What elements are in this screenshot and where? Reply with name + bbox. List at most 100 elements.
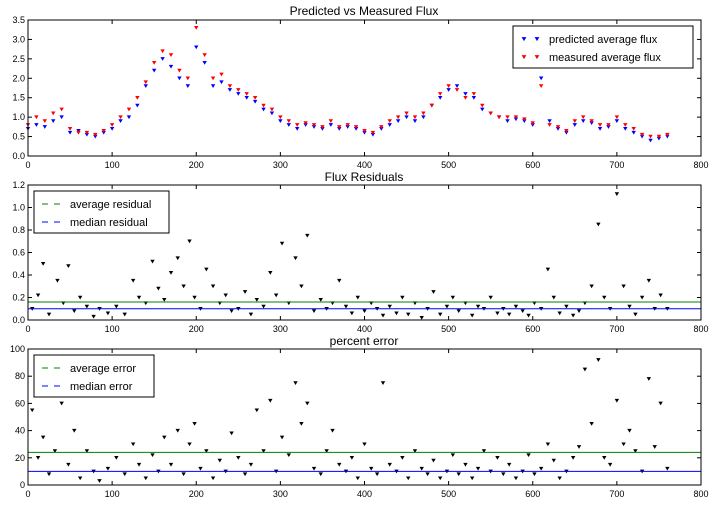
residuals-panel-title: Flux Residuals <box>325 170 404 184</box>
data-point <box>168 53 174 57</box>
data-point <box>187 442 192 447</box>
data-point <box>564 128 569 133</box>
data-point <box>46 472 52 477</box>
data-point <box>481 449 487 453</box>
data-point <box>337 278 342 283</box>
data-point <box>210 76 216 81</box>
data-point <box>522 119 527 124</box>
data-point <box>293 381 298 385</box>
data-point <box>623 127 628 131</box>
data-point <box>639 132 645 137</box>
data-point <box>305 233 310 238</box>
percent-error-panel: percent error 0 100 200 300 400 500 600 700 800 0… <box>10 334 709 499</box>
data-point <box>269 107 275 112</box>
legend-label: average residual <box>70 199 151 211</box>
data-point <box>210 284 216 289</box>
data-point <box>295 127 300 131</box>
data-point <box>223 293 228 298</box>
x-tick-label: 0 <box>25 489 30 499</box>
data-point <box>181 472 186 477</box>
y-tick-label: 60 <box>15 398 25 408</box>
data-point <box>105 311 111 316</box>
data-point <box>151 68 157 73</box>
data-point <box>480 103 485 108</box>
data-point <box>520 309 525 313</box>
data-point <box>374 472 380 477</box>
data-point <box>404 115 409 120</box>
y-tick-label: 20 <box>15 453 25 463</box>
data-point <box>55 278 60 283</box>
data-point <box>353 125 359 129</box>
data-point <box>652 445 657 449</box>
data-point <box>446 88 451 92</box>
data-point <box>185 76 191 81</box>
data-point <box>379 125 384 129</box>
data-point <box>77 476 83 481</box>
data-point <box>227 84 233 89</box>
data-point <box>454 88 460 92</box>
data-point <box>581 115 586 120</box>
data-point <box>150 453 155 458</box>
data-point <box>299 284 304 289</box>
x-tick-label: 400 <box>357 489 372 499</box>
x-tick-label: 500 <box>441 324 456 334</box>
data-point <box>268 270 273 275</box>
data-point <box>273 293 279 298</box>
legend-box <box>512 25 694 69</box>
data-point <box>101 128 106 133</box>
data-point <box>646 278 652 283</box>
data-point <box>506 312 512 317</box>
data-point <box>204 449 209 453</box>
data-point <box>114 456 119 460</box>
y-tick-label: 0.5 <box>12 132 25 142</box>
data-point <box>506 462 512 467</box>
data-point <box>576 445 582 449</box>
data-point <box>343 304 349 309</box>
data-point <box>105 466 111 471</box>
data-point <box>162 435 167 440</box>
data-point <box>395 115 401 120</box>
data-point <box>438 95 443 100</box>
data-point <box>387 462 392 467</box>
data-point <box>362 130 367 135</box>
x-tick-label: 200 <box>189 324 204 334</box>
y-tick-label: 40 <box>15 426 25 436</box>
data-point <box>279 241 285 246</box>
x-tick-label: 300 <box>273 160 288 170</box>
x-tick-label: 800 <box>693 324 708 334</box>
data-point <box>261 449 266 453</box>
data-point <box>35 456 41 460</box>
data-point <box>40 435 46 440</box>
data-point <box>380 381 386 385</box>
y-tick-label: 2.0 <box>12 73 25 83</box>
data-point <box>30 408 35 413</box>
data-point <box>596 222 601 227</box>
y-tick-label: 0.0 <box>12 151 25 161</box>
data-point <box>72 309 77 313</box>
data-point <box>463 92 468 96</box>
x-tick-label: 100 <box>105 324 120 334</box>
data-point <box>46 312 52 317</box>
data-point <box>576 309 582 313</box>
data-point <box>93 134 98 139</box>
data-point <box>84 130 90 135</box>
y-tick-label: 0.0 <box>12 315 25 325</box>
data-point <box>369 466 374 471</box>
legend-box <box>33 354 155 398</box>
data-point <box>551 295 556 300</box>
data-point <box>261 107 266 112</box>
data-point <box>162 297 167 302</box>
data-point <box>229 431 234 436</box>
data-point <box>143 84 148 89</box>
data-point <box>522 117 527 122</box>
data-point <box>656 134 662 139</box>
data-point <box>244 92 249 96</box>
data-point <box>614 119 620 124</box>
x-tick-label: 0 <box>25 160 30 170</box>
data-point <box>555 127 561 131</box>
x-tick-label: 400 <box>357 324 372 334</box>
data-point <box>438 312 443 317</box>
data-point <box>42 119 48 124</box>
legend-label: average error <box>70 363 136 375</box>
y-tick-label: 80 <box>15 371 25 381</box>
